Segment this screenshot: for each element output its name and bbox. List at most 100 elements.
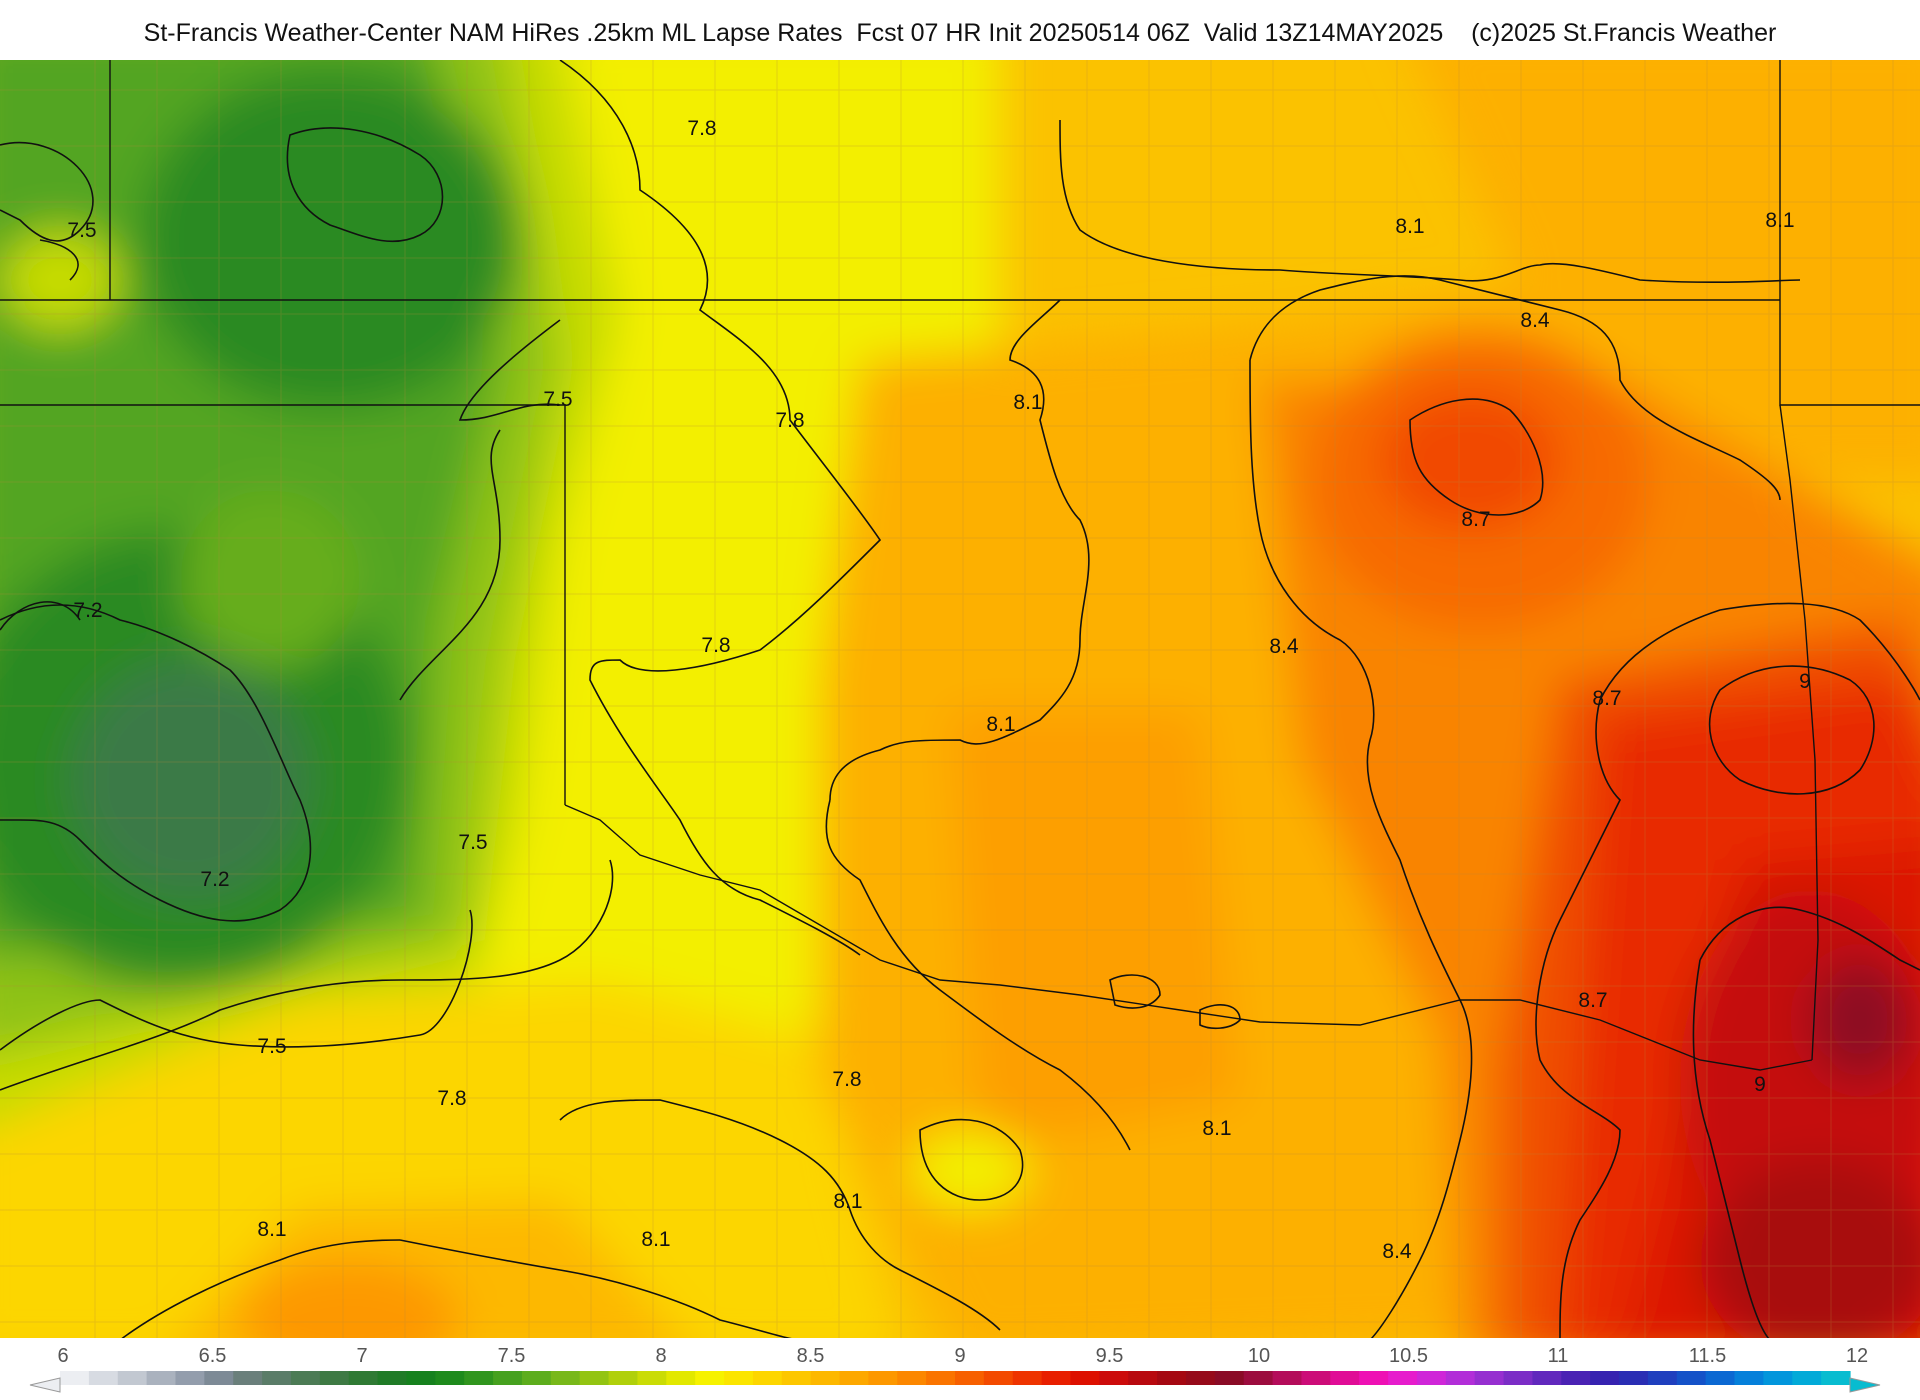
contour-labels: 7.8 7.5 8.1 8.1 8.4 7.5 7.8 8.1 8.7 7.2 7.8 8.4 8.7 9… bbox=[67, 117, 1810, 1263]
colorbar-cell bbox=[1185, 1371, 1216, 1385]
colorbar-cells bbox=[60, 1371, 1851, 1385]
colorbar-cell bbox=[117, 1371, 148, 1385]
colorbar-cell bbox=[406, 1371, 436, 1385]
colorbar-cell bbox=[146, 1371, 177, 1385]
contour-label: 8.1 bbox=[1202, 1117, 1231, 1140]
colorbar-cell bbox=[204, 1371, 234, 1385]
colorbar-cell bbox=[319, 1371, 350, 1385]
colorbar-cell bbox=[897, 1371, 927, 1385]
contour-label: 8.1 bbox=[986, 713, 1015, 736]
contour-label: 7.8 bbox=[437, 1087, 466, 1110]
colorbar-cell bbox=[983, 1371, 1014, 1385]
colorbar-cell bbox=[1416, 1371, 1447, 1385]
colorbar-cell bbox=[464, 1371, 494, 1385]
colorbar-cell bbox=[839, 1371, 869, 1385]
contour-label: 7.8 bbox=[687, 117, 716, 140]
colorbar-tick-label: 12 bbox=[1846, 1345, 1868, 1367]
colorbar-cell bbox=[955, 1371, 985, 1385]
county-lines bbox=[0, 60, 1920, 1340]
lapse-rate-map[interactable]: 7.8 7.5 8.1 8.1 8.4 7.5 7.8 8.1 8.7 7.2 7.8 8.4 8.7 9… bbox=[0, 60, 1920, 1340]
colorbar-tick-label: 9.5 bbox=[1096, 1345, 1124, 1367]
colorbar-cell bbox=[1474, 1371, 1505, 1385]
contour-label: 7.2 bbox=[200, 868, 229, 891]
colorbar-cell bbox=[233, 1371, 263, 1385]
colorbar-tick-label: 6.5 bbox=[199, 1345, 227, 1367]
colorbar-tick-label: 7 bbox=[356, 1345, 367, 1367]
contour-label: 7.8 bbox=[701, 634, 730, 657]
colorbar-cell bbox=[637, 1371, 667, 1385]
colorbar-tick-labels: 6 6.5 7 7.5 8 8.5 9 9.5 10 10.5 11 11.5 12 bbox=[57, 1345, 1868, 1367]
colorbar-cell bbox=[1272, 1371, 1303, 1385]
colorbar-cell bbox=[810, 1371, 841, 1385]
colorbar-cell bbox=[1503, 1371, 1534, 1385]
county-grid-path bbox=[0, 60, 1920, 1340]
colorbar-cell bbox=[1532, 1371, 1562, 1385]
map-title: St-Francis Weather-Center NAM HiRes .25k… bbox=[143, 19, 1777, 47]
contour-label: 8.7 bbox=[1461, 508, 1490, 531]
colorbar-cell bbox=[926, 1371, 956, 1385]
contour-label: 8.1 bbox=[641, 1228, 670, 1251]
contour-label: 8.1 bbox=[833, 1190, 862, 1213]
colorbar-cell bbox=[1792, 1371, 1822, 1385]
colorbar-cell bbox=[1243, 1371, 1274, 1385]
colorbar-cell bbox=[262, 1371, 292, 1385]
colorbar-tick-label: 10.5 bbox=[1389, 1345, 1428, 1367]
colorbar-cell bbox=[550, 1371, 581, 1385]
colorbar-cell bbox=[1359, 1371, 1389, 1385]
contour-label: 7.5 bbox=[543, 388, 572, 411]
colorbar-cell bbox=[1676, 1371, 1707, 1385]
colorbar-cell bbox=[1705, 1371, 1736, 1385]
contour-label: 8.7 bbox=[1592, 687, 1621, 710]
colorbar-cell bbox=[1041, 1371, 1072, 1385]
colorbar-tick-label: 9 bbox=[954, 1345, 965, 1367]
contour-label: 7.5 bbox=[67, 219, 96, 242]
contour-label: 8.4 bbox=[1382, 1240, 1412, 1263]
contour-label: 8.1 bbox=[257, 1218, 286, 1241]
colorbar-tick-label: 8.5 bbox=[797, 1345, 825, 1367]
colorbar-cell bbox=[695, 1371, 725, 1385]
colorbar-cell bbox=[1128, 1371, 1158, 1385]
contour-label: 7.8 bbox=[775, 409, 804, 432]
colorbar-cell bbox=[752, 1371, 783, 1385]
colorbar-cell bbox=[1619, 1371, 1649, 1385]
contour-label: 8.4 bbox=[1269, 635, 1299, 658]
state-borders bbox=[0, 60, 1920, 1071]
colorbar-cell bbox=[666, 1371, 696, 1385]
colorbar-cell bbox=[435, 1371, 465, 1385]
shaded-field bbox=[0, 60, 1920, 1340]
colorbar-cell bbox=[1590, 1371, 1620, 1385]
colorbar-cell bbox=[1330, 1371, 1360, 1385]
colorbar-cell bbox=[1301, 1371, 1331, 1385]
colorbar-tick-label: 11 bbox=[1548, 1345, 1569, 1367]
colorbar-cell bbox=[1647, 1371, 1678, 1385]
colorbar-cell bbox=[579, 1371, 610, 1385]
colorbar-right-arrow bbox=[1849, 1377, 1881, 1393]
colorbar-cell bbox=[1763, 1371, 1793, 1385]
colorbar-cell bbox=[88, 1371, 119, 1385]
contour-label: 8.4 bbox=[1520, 309, 1550, 332]
colorbar-cell bbox=[348, 1371, 379, 1385]
lapse-rate-contours bbox=[0, 60, 1920, 1340]
colorbar-tick-label: 8 bbox=[655, 1345, 666, 1367]
colorbar-cell bbox=[1821, 1371, 1851, 1385]
colorbar-cell bbox=[521, 1371, 552, 1385]
colorbar-cell bbox=[1561, 1371, 1591, 1385]
contour-label: 8.1 bbox=[1395, 215, 1424, 238]
contour-label: 9 bbox=[1754, 1073, 1766, 1096]
colorbar-cell bbox=[377, 1371, 408, 1385]
contour-label: 9 bbox=[1799, 670, 1811, 693]
colorbar-tick-label: 7.5 bbox=[498, 1345, 526, 1367]
colorbar-cell bbox=[1388, 1371, 1418, 1385]
colorbar-cell bbox=[1734, 1371, 1764, 1385]
colorbar-cell bbox=[290, 1371, 321, 1385]
colorbar[interactable]: 6 6.5 7 7.5 8 8.5 9 9.5 10 10.5 11 11.5 12 bbox=[0, 1338, 1920, 1400]
colorbar-cell bbox=[493, 1371, 523, 1385]
contour-label: 7.8 bbox=[832, 1068, 861, 1091]
colorbar-cell bbox=[781, 1371, 812, 1385]
contour-label: 7.5 bbox=[257, 1035, 286, 1058]
colorbar-cell bbox=[1012, 1371, 1043, 1385]
contour-label: 8.1 bbox=[1013, 391, 1042, 414]
colorbar-cell bbox=[1070, 1371, 1100, 1385]
colorbar-cell bbox=[1099, 1371, 1129, 1385]
contour-label: 7.5 bbox=[458, 831, 487, 854]
